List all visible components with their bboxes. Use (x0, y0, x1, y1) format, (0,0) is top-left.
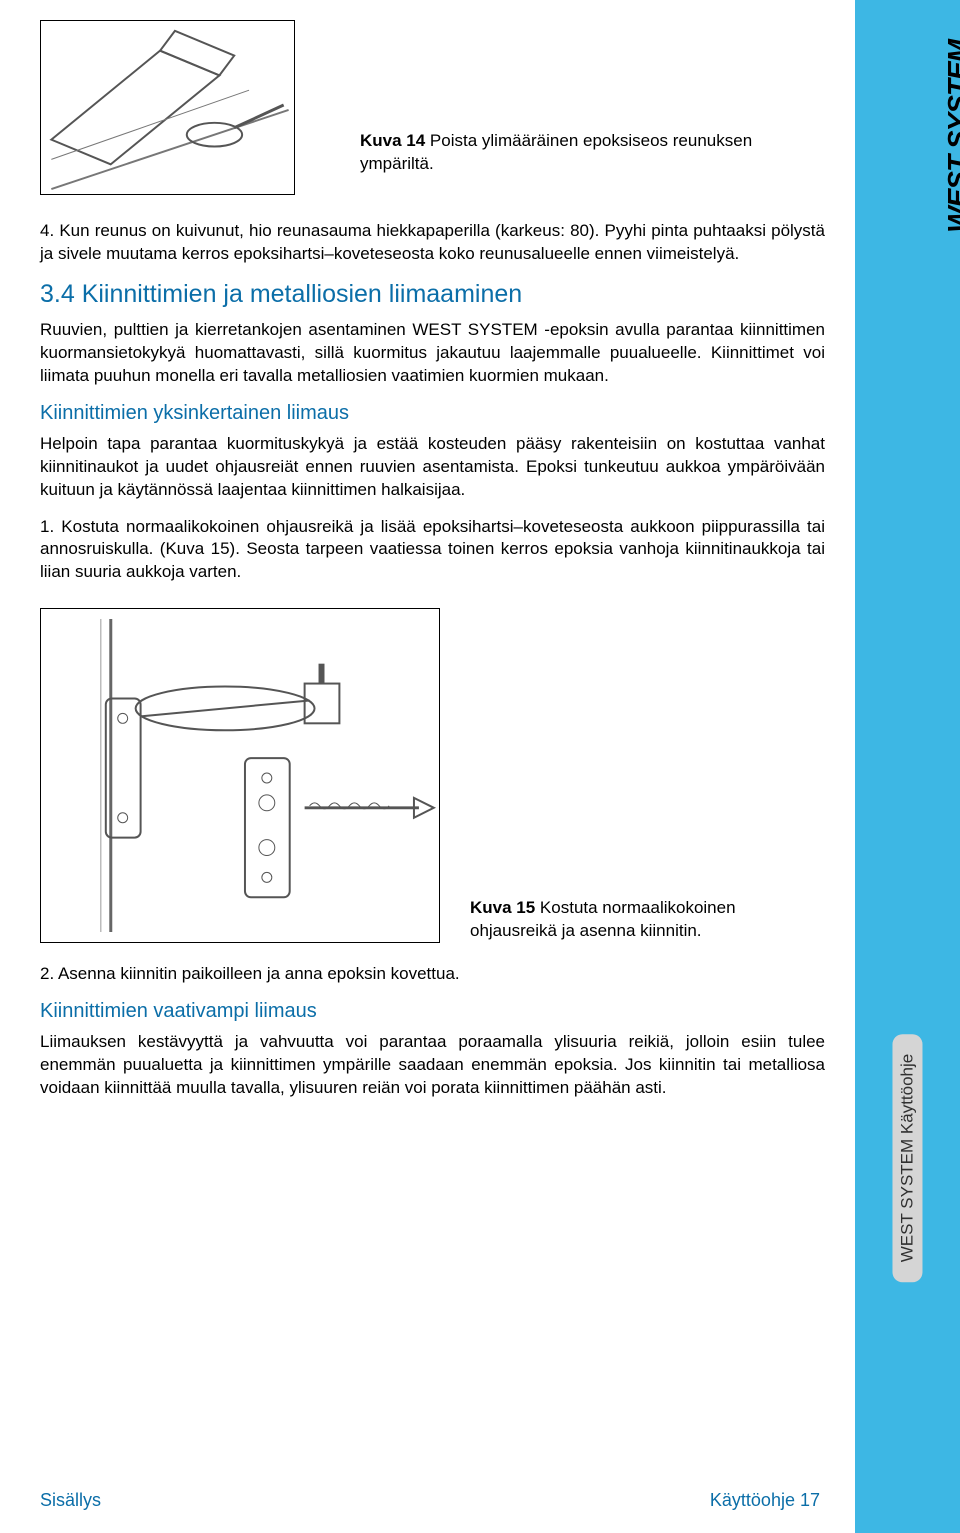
page: Kuva 14 Poista ylimääräinen epoksiseos r… (0, 0, 960, 1533)
figure-14-image (40, 20, 295, 195)
figure-15-block: Kuva 15 Kostuta normaalikokoinen ohjausr… (40, 598, 825, 963)
brand-logo: WEST SYSTEM (942, 40, 960, 233)
figure-15-label: Kuva 15 (470, 898, 535, 917)
main-content: Kuva 14 Poista ylimääräinen epoksiseos r… (0, 0, 855, 1533)
footer-left[interactable]: Sisällys (40, 1490, 101, 1511)
brand-name: WEST SYSTEM (942, 40, 960, 233)
figure-15-image (40, 608, 440, 943)
section-heading-3-4: 3.4 Kiinnittimien ja metalliosien liimaa… (40, 280, 825, 309)
page-footer: Sisällys Käyttöohje 17 (40, 1490, 820, 1511)
subheading-demanding-bonding: Kiinnittimien vaativampi liimaus (40, 1000, 825, 1023)
figure-14-caption: Kuva 14 Poista ylimääräinen epoksiseos r… (360, 130, 780, 176)
sidebar: WEST SYSTEM WEST SYSTEM Käyttöohje (855, 0, 960, 1533)
figure-14-block: Kuva 14 Poista ylimääräinen epoksiseos r… (40, 20, 825, 220)
paragraph-2: Helpoin tapa parantaa kuormituskykyä ja … (40, 433, 825, 502)
intro-paragraph: 4. Kun reunus on kuivunut, hio reunasaum… (40, 220, 825, 266)
paragraph-3: 1. Kostuta normaalikokoinen ohjausreikä … (40, 516, 825, 585)
footer-right: Käyttöohje 17 (710, 1490, 820, 1511)
figure-15-caption: Kuva 15 Kostuta normaalikokoinen ohjausr… (470, 897, 790, 943)
subheading-simple-bonding: Kiinnittimien yksinkertainen liimaus (40, 402, 825, 425)
sidebar-tab: WEST SYSTEM Käyttöohje (893, 1034, 923, 1282)
figure-14-label: Kuva 14 (360, 131, 425, 150)
paragraph-4: 2. Asenna kiinnitin paikoilleen ja anna … (40, 963, 825, 986)
sidebar-tab-label: WEST SYSTEM Käyttöohje (898, 1054, 917, 1262)
paragraph-5: Liimauksen kestävyyttä ja vahvuutta voi … (40, 1031, 825, 1100)
paragraph-1: Ruuvien, pulttien ja kierretankojen asen… (40, 319, 825, 388)
